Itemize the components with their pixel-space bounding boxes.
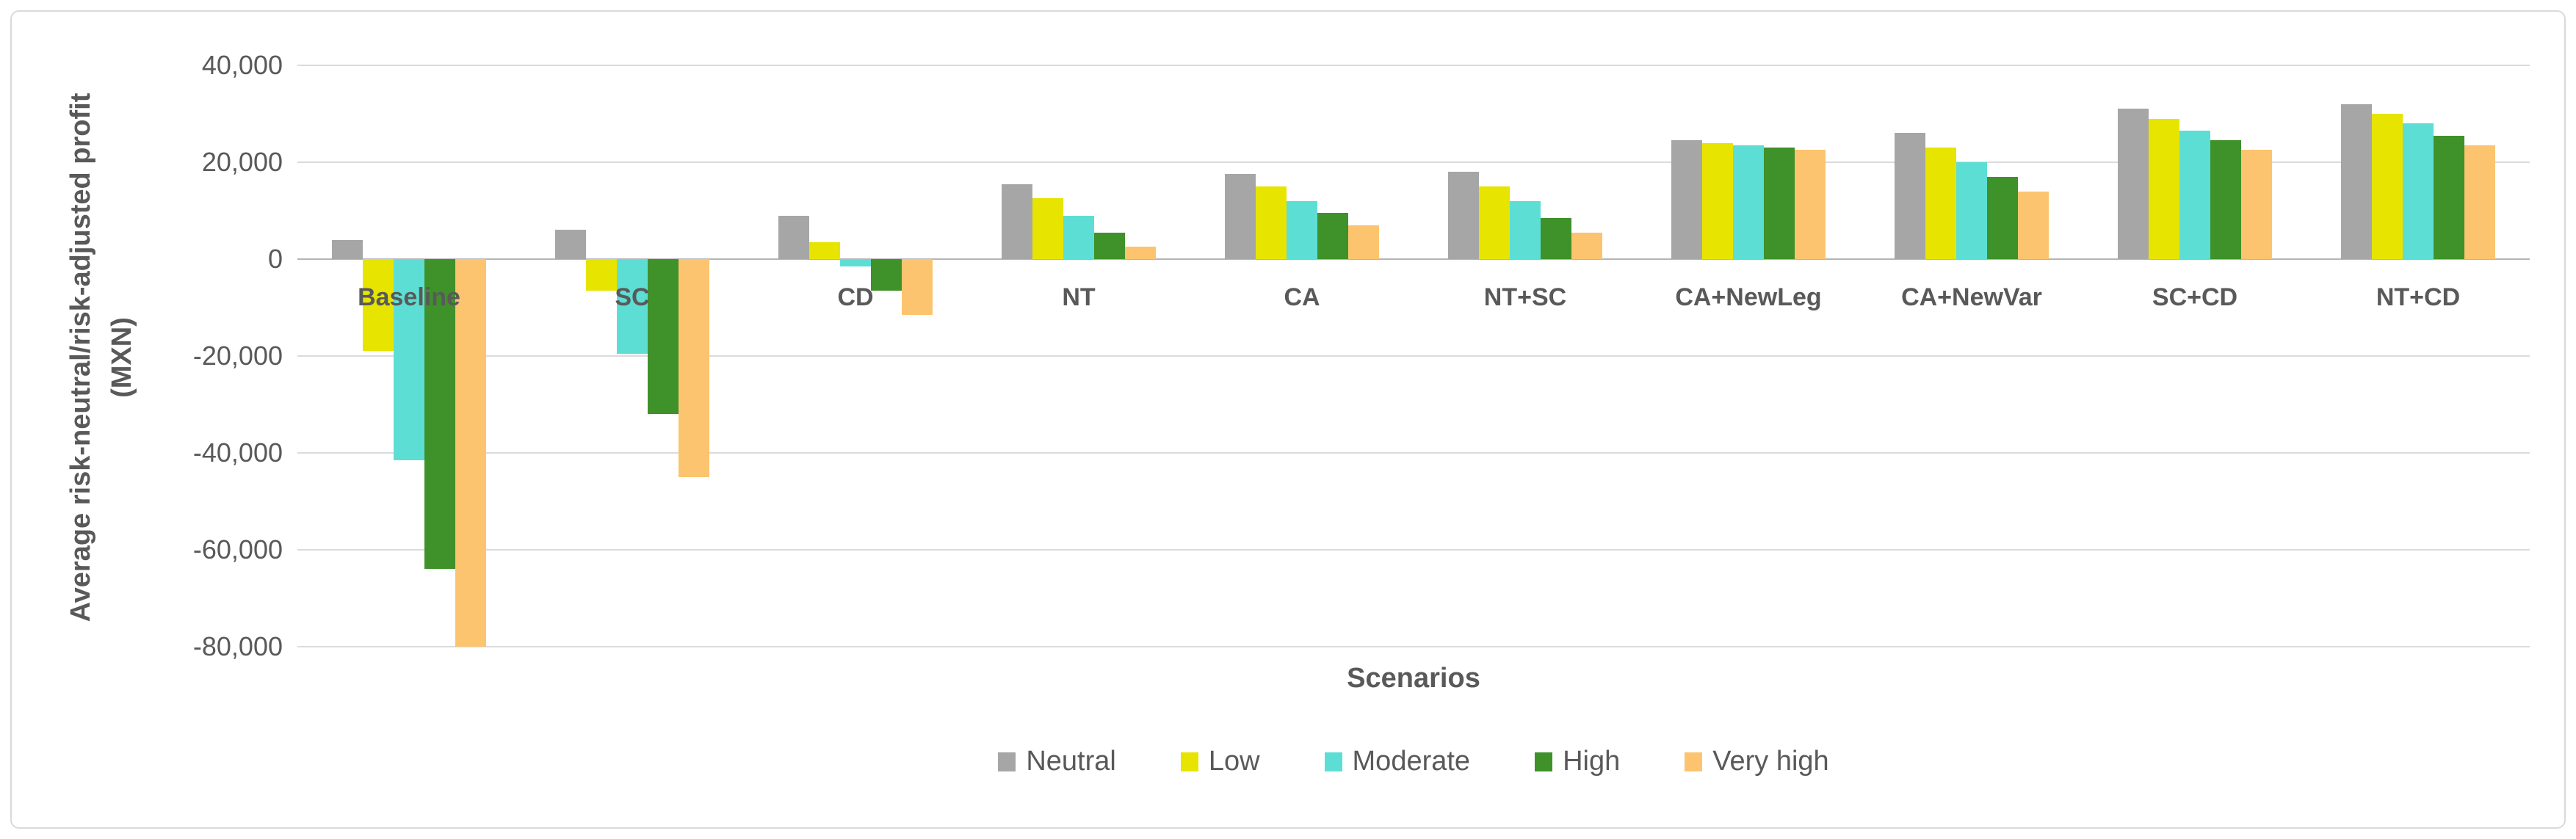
bar-NT+SC-Very high (1571, 233, 1602, 259)
bar-NT-Very high (1125, 247, 1156, 259)
bar-CA+NewLeg-Moderate (1733, 145, 1764, 259)
category-label-Baseline: Baseline (358, 283, 460, 311)
legend-item-Low: Low (1180, 746, 1260, 777)
bar-CD-Low (809, 242, 840, 259)
bar-CA+NewLeg-Very high (1795, 150, 1826, 259)
bar-CD-High (871, 259, 902, 291)
y-tick-label: -40,000 (192, 437, 283, 468)
bar-SC+CD-High (2210, 140, 2241, 259)
bar-CA+NewLeg-Neutral (1671, 140, 1702, 259)
bar-CA+NewLeg-High (1764, 148, 1795, 259)
zero-axis-line (297, 258, 2530, 260)
category-label-NT+SC: NT+SC (1483, 283, 1567, 311)
bar-NT+SC-Neutral (1448, 172, 1479, 259)
bar-CD-Neutral (778, 216, 809, 259)
category-label-SC: SC (615, 283, 650, 311)
bar-CA-Very high (1348, 225, 1379, 259)
legend-swatch-Neutral (998, 752, 1016, 771)
bar-CA+NewVar-High (1987, 177, 2018, 259)
bar-NT+CD-High (2434, 136, 2464, 259)
bar-CA+NewVar-Moderate (1956, 162, 1987, 259)
bar-NT-High (1094, 233, 1125, 259)
bar-CA+NewVar-Very high (2018, 192, 2049, 259)
bar-NT+SC-High (1541, 218, 1571, 259)
bar-NT+CD-Neutral (2341, 104, 2372, 259)
legend-item-Neutral: Neutral (998, 746, 1116, 777)
gridline (297, 549, 2530, 551)
bar-NT-Neutral (1002, 184, 1032, 259)
bar-SC-Moderate (617, 259, 648, 354)
legend-label: Moderate (1352, 746, 1471, 777)
bar-NT+SC-Low (1479, 186, 1510, 259)
bar-CD-Very high (902, 259, 933, 315)
gridline (297, 161, 2530, 163)
bar-CA+NewVar-Low (1925, 148, 1956, 259)
bar-Baseline-Neutral (332, 240, 363, 259)
category-label-CA+NewLeg: CA+NewLeg (1675, 283, 1822, 311)
bar-CA-Low (1256, 186, 1287, 259)
bar-Baseline-Low (363, 259, 394, 351)
bar-CA-Moderate (1287, 201, 1317, 259)
bar-NT+CD-Low (2372, 114, 2403, 259)
bar-SC-Very high (679, 259, 709, 477)
y-tick-label: -20,000 (192, 341, 283, 371)
legend-label: Very high (1712, 746, 1829, 777)
bar-CA-High (1317, 213, 1348, 259)
legend-item-Very high: Very high (1685, 746, 1829, 777)
gridline (297, 65, 2530, 66)
bar-CA+NewLeg-Low (1702, 143, 1733, 259)
legend-swatch-Moderate (1324, 752, 1342, 771)
gridline (297, 646, 2530, 647)
bar-SC+CD-Low (2149, 119, 2179, 259)
legend-item-Moderate: Moderate (1324, 746, 1471, 777)
bar-NT+SC-Moderate (1510, 201, 1541, 259)
bar-Baseline-Moderate (394, 259, 424, 460)
bar-SC+CD-Moderate (2179, 131, 2210, 259)
y-tick-label: -80,000 (192, 631, 283, 661)
bar-NT+CD-Moderate (2403, 123, 2434, 259)
bar-NT-Low (1032, 198, 1063, 259)
category-label-NT: NT (1062, 283, 1096, 311)
y-tick-label: -60,000 (192, 534, 283, 564)
legend-swatch-High (1535, 752, 1553, 771)
x-axis-title: Scenarios (1347, 663, 1480, 694)
bar-CA-Neutral (1225, 174, 1256, 259)
legend-label: High (1563, 746, 1621, 777)
bar-SC-Neutral (555, 230, 586, 259)
legend-label: Low (1208, 746, 1260, 777)
bar-Baseline-Very high (455, 259, 486, 647)
legend-swatch-Very high (1685, 752, 1703, 771)
legend-label: Neutral (1026, 746, 1116, 777)
y-tick-label: 40,000 (201, 50, 283, 80)
y-tick-label: 20,000 (201, 147, 283, 177)
bar-NT+CD-Very high (2464, 145, 2495, 259)
category-label-CD: CD (837, 283, 874, 311)
y-tick-label: 0 (267, 244, 283, 274)
legend-item-High: High (1535, 746, 1620, 777)
category-label-SC+CD: SC+CD (2152, 283, 2238, 311)
bar-SC+CD-Neutral (2118, 109, 2149, 259)
gridline (297, 452, 2530, 454)
bar-NT-Moderate (1063, 216, 1094, 259)
category-label-CA: CA (1284, 283, 1320, 311)
category-label-NT+CD: NT+CD (2376, 283, 2461, 311)
bar-CA+NewVar-Neutral (1895, 133, 1925, 259)
category-label-CA+NewVar: CA+NewVar (1901, 283, 2042, 311)
bar-CD-Moderate (840, 259, 871, 266)
bar-Baseline-High (424, 259, 455, 569)
bar-SC+CD-Very high (2241, 150, 2272, 259)
bar-SC-High (648, 259, 679, 414)
legend-swatch-Low (1180, 752, 1198, 771)
legend: Neutral Low Moderate High Very high (297, 746, 2530, 777)
bar-SC-Low (586, 259, 617, 291)
gridline (297, 355, 2530, 357)
